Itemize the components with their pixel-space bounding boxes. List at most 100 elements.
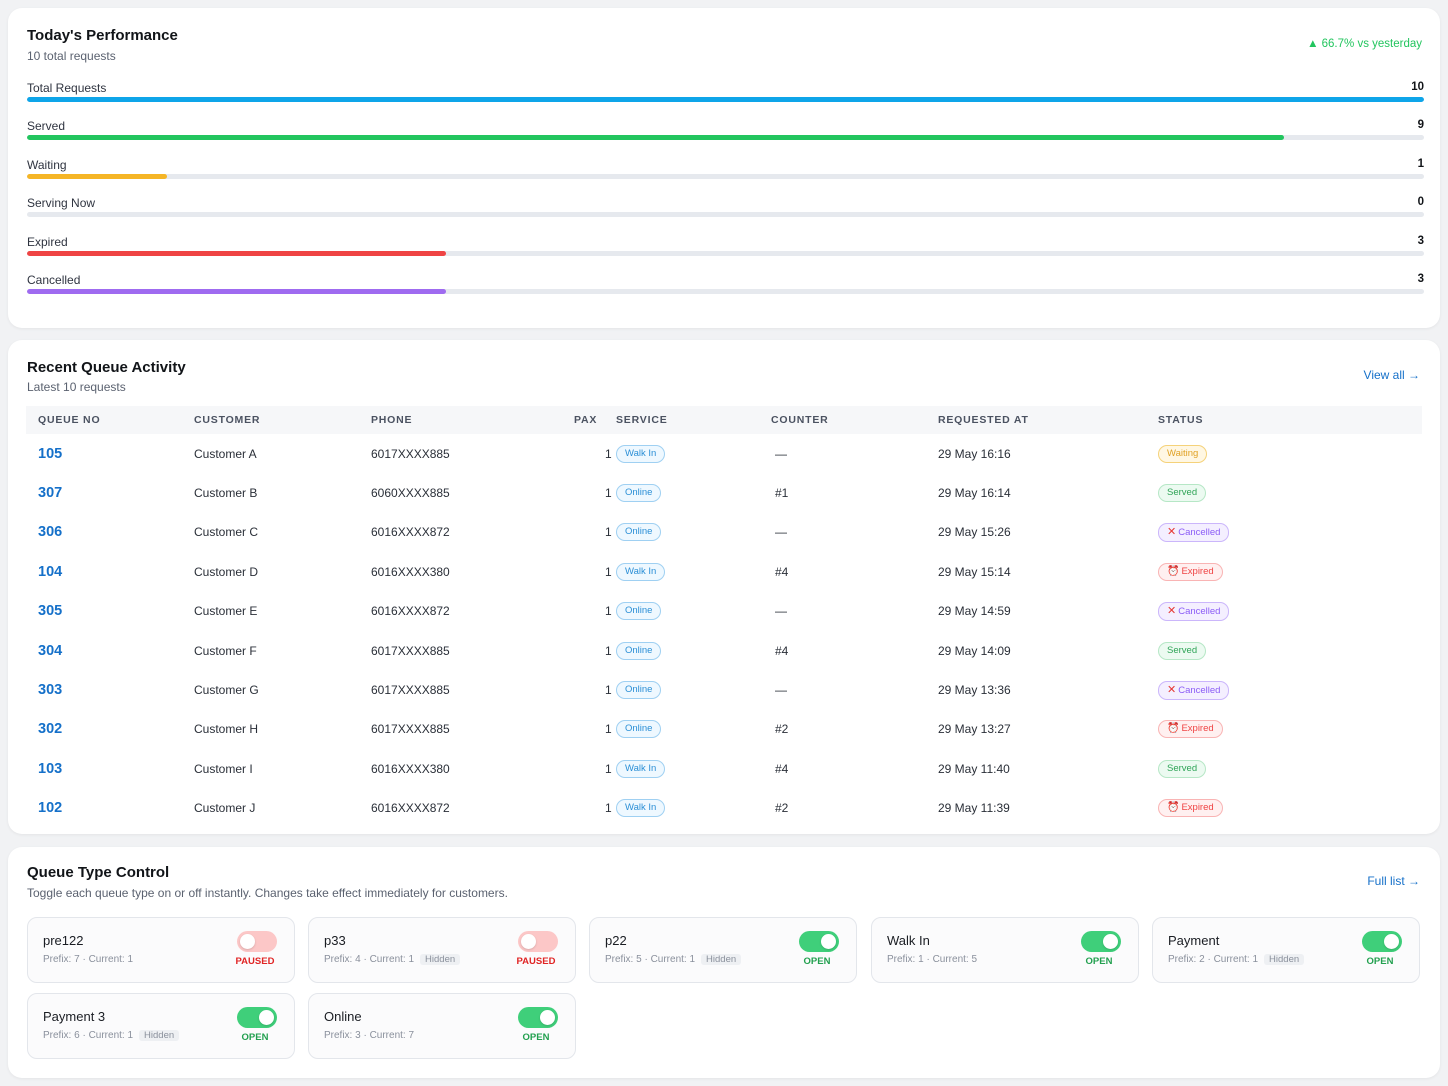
phone-number: 6017XXXX885 [371, 446, 450, 461]
queue-type-toggle[interactable] [799, 931, 839, 952]
customer-name: Customer H [194, 722, 259, 737]
queue-number[interactable]: 102 [38, 800, 63, 817]
counter-value: #2 [775, 722, 789, 737]
toggle-knob [240, 934, 255, 949]
service-badge: Walk In [616, 444, 666, 463]
table-row[interactable]: 303 Customer G 6017XXXX885 1 Online — 29 May 1… [26, 670, 1422, 709]
queue-type-toggle[interactable] [518, 1007, 558, 1028]
service-badge: Online [616, 602, 662, 621]
table-row[interactable]: 103 Customer I 6016XXXX380 1 Walk In #4 29 May… [26, 749, 1422, 788]
queue-number[interactable]: 103 [38, 760, 63, 777]
table-row[interactable]: 102 Customer J 6016XXXX872 1 Walk In #2 29 May… [26, 789, 1422, 828]
queue-type-toggle[interactable] [1362, 931, 1402, 952]
counter-value: #4 [775, 761, 789, 776]
queue-type-prefix-current: Prefix: 2 · Current: 1 [1168, 954, 1259, 965]
queue-type-prefix-current: Prefix: 6 · Current: 1 [43, 1030, 134, 1041]
status-badge: ✕ Cancelled [1158, 601, 1230, 621]
table-row[interactable]: 306 Customer C 6016XXXX872 1 Online — 29 May 1… [26, 513, 1422, 552]
queue-number[interactable]: 303 [38, 682, 63, 699]
trend-indicator: ▲ 66.7% vs yesterday [1307, 38, 1422, 50]
table-row[interactable]: 305 Customer E 6016XXXX872 1 Online — 29 May 1… [26, 592, 1422, 631]
customer-name: Customer F [194, 643, 257, 658]
table-row[interactable]: 307 Customer B 6060XXXX885 1 Online #1 29 May … [26, 473, 1422, 512]
metric-value: 0 [1417, 196, 1424, 208]
status-label: Cancelled [1178, 684, 1221, 696]
progress-fill [27, 135, 1285, 140]
queue-type-card: Walk In Prefix: 1 · Current: 5 OPEN [871, 917, 1139, 983]
service-badge: Online [616, 484, 662, 503]
queue-number[interactable]: 306 [38, 524, 63, 541]
alarm-clock-icon: ⏰ [1167, 723, 1180, 735]
queue-type-toggle[interactable] [237, 1007, 277, 1028]
column-header[interactable]: COUNTER [771, 414, 829, 426]
pax-count: 1 [605, 525, 612, 540]
customer-name: Customer B [194, 486, 258, 501]
counter-value: #2 [775, 801, 789, 816]
column-header[interactable]: STATUS [1158, 414, 1204, 426]
metric-label: Cancelled [27, 273, 81, 287]
progress-track [27, 289, 1424, 294]
phone-number: 6017XXXX885 [371, 683, 450, 698]
queue-number[interactable]: 302 [38, 721, 63, 738]
full-list-link[interactable]: Full list → [1367, 874, 1420, 888]
column-header[interactable]: REQUESTED AT [938, 414, 1029, 426]
queue-type-state: OPEN [803, 956, 831, 967]
queue-number[interactable]: 307 [38, 485, 63, 502]
phone-number: 6017XXXX885 [371, 643, 450, 658]
queue-type-card: Online Prefix: 3 · Current: 7 OPEN [308, 993, 576, 1059]
progress-fill [27, 174, 167, 179]
requested-at: 29 May 13:27 [938, 722, 1011, 737]
service-badge: Online [616, 523, 662, 542]
service-badge: Online [616, 720, 662, 739]
requested-at: 29 May 16:16 [938, 446, 1011, 461]
queue-number[interactable]: 105 [38, 445, 63, 462]
queue-number[interactable]: 304 [38, 642, 63, 659]
column-header[interactable]: SERVICE [616, 414, 668, 426]
hidden-tag: Hidden [701, 954, 742, 965]
queue-type-prefix-current: Prefix: 7 · Current: 1 [43, 954, 134, 965]
queue-type-meta: Prefix: 3 · Current: 7 [324, 1030, 414, 1041]
metric-row: Total Requests 10 [27, 81, 1424, 111]
table-row[interactable]: 302 Customer H 6017XXXX885 1 Online #2 29 May … [26, 710, 1422, 749]
queue-type-meta: Prefix: 2 · Current: 1 Hidden [1168, 954, 1305, 965]
control-title: Queue Type Control [27, 864, 170, 881]
progress-track [27, 251, 1424, 256]
queue-type-toggle[interactable] [1081, 931, 1121, 952]
alarm-clock-icon: ⏰ [1167, 565, 1180, 577]
queue-type-toggle[interactable] [518, 931, 558, 952]
column-header[interactable]: PHONE [371, 414, 413, 426]
hidden-tag: Hidden [420, 954, 461, 965]
pax-count: 1 [605, 761, 612, 776]
queue-number[interactable]: 305 [38, 603, 63, 620]
alarm-clock-icon: ⏰ [1167, 802, 1180, 814]
table-row[interactable]: 104 Customer D 6016XXXX380 1 Walk In #4 29 May… [26, 552, 1422, 591]
queue-type-meta: Prefix: 7 · Current: 1 [43, 954, 133, 965]
queue-type-state: PAUSED [516, 956, 556, 967]
table-row[interactable]: 105 Customer A 6017XXXX885 1 Walk In — 29 May … [26, 434, 1422, 473]
status-badge: Served [1158, 484, 1207, 503]
column-header[interactable]: QUEUE NO [38, 414, 101, 426]
cancel-x-icon: ✕ [1167, 525, 1177, 538]
phone-number: 6017XXXX885 [371, 722, 450, 737]
activity-title: Recent Queue Activity [27, 359, 186, 376]
queue-type-prefix-current: Prefix: 1 · Current: 5 [887, 954, 978, 965]
metric-row: Served 9 [27, 119, 1424, 149]
queue-number[interactable]: 104 [38, 563, 63, 580]
table-row[interactable]: 304 Customer F 6017XXXX885 1 Online #4 29 May … [26, 631, 1422, 670]
queue-type-meta: Prefix: 4 · Current: 1 Hidden [324, 954, 461, 965]
column-header[interactable]: CUSTOMER [194, 414, 261, 426]
queue-type-state: PAUSED [235, 956, 275, 967]
pax-count: 1 [605, 604, 612, 619]
column-header[interactable]: PAX [574, 414, 598, 426]
requested-at: 29 May 13:36 [938, 683, 1011, 698]
performance-subtitle: 10 total requests [27, 49, 116, 63]
requested-at: 29 May 15:26 [938, 525, 1011, 540]
queue-type-name: pre122 [43, 933, 84, 948]
status-badge: ⏰ Expired [1158, 720, 1223, 739]
queue-type-toggle[interactable] [237, 931, 277, 952]
progress-fill [27, 97, 1424, 102]
hidden-tag: Hidden [139, 1030, 180, 1041]
status-badge: Served [1158, 759, 1207, 778]
view-all-link[interactable]: View all → [1363, 368, 1420, 382]
queue-type-control-card: Queue Type Control Toggle each queue typ… [8, 847, 1440, 1078]
